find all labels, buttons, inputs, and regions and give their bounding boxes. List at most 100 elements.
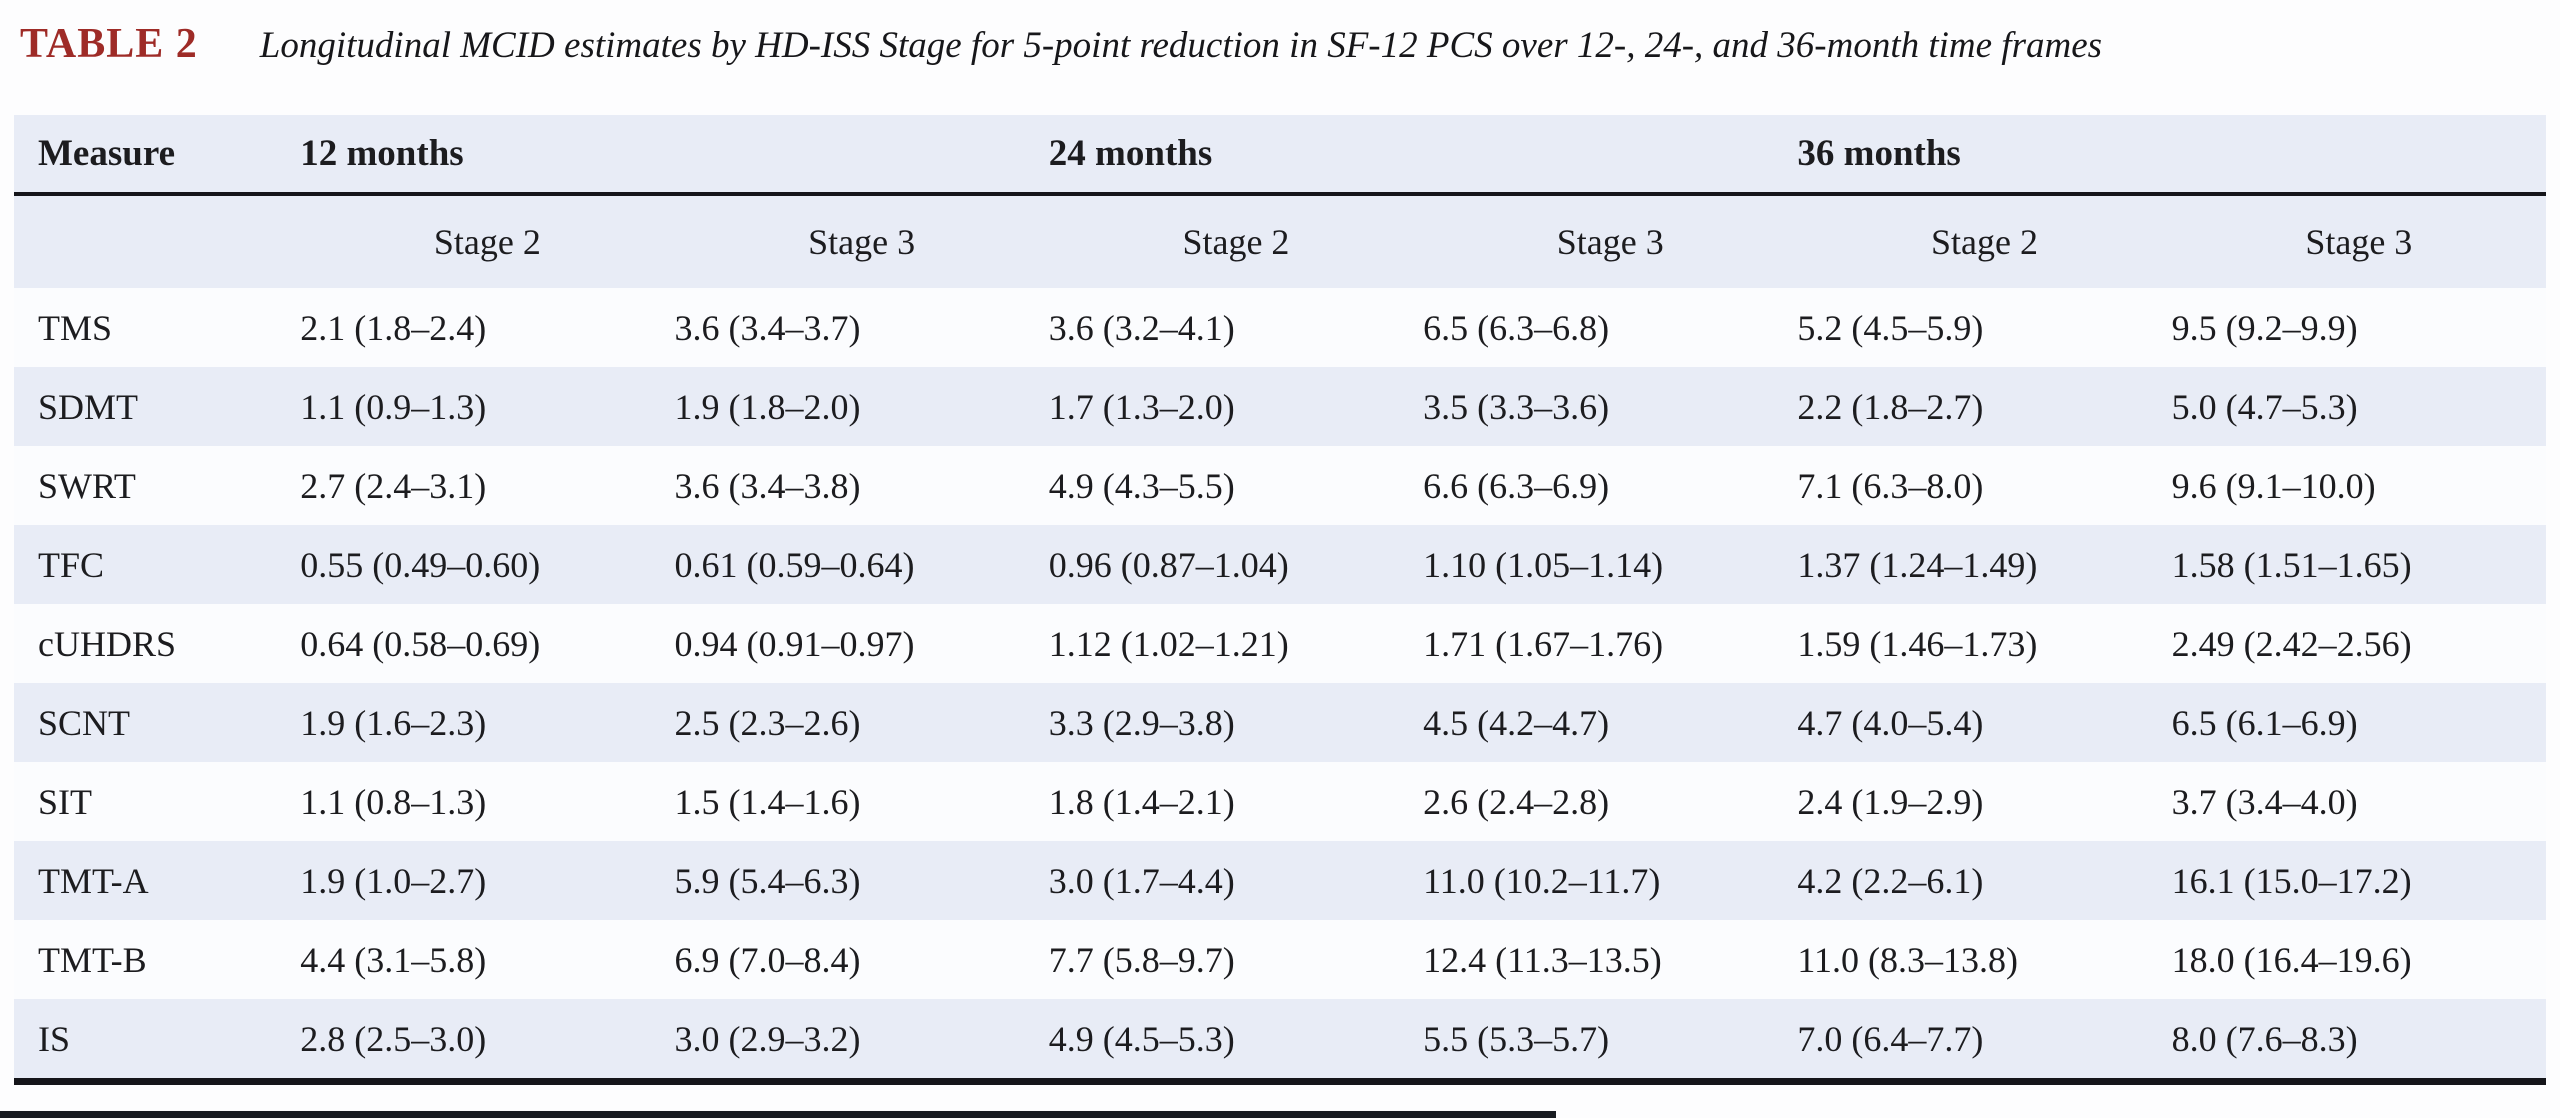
estimate-cell: 1.1 (0.9–1.3)	[300, 386, 487, 427]
estimate-cell: 1.9 (1.0–2.7)	[300, 860, 487, 901]
cropped-bottom-rule	[0, 1111, 1556, 1118]
measure-cell: TMS	[38, 307, 113, 348]
measure-cell: cUHDRS	[38, 623, 177, 664]
estimate-cell: 2.2 (1.8–2.7)	[1797, 386, 1984, 427]
estimate-cell: 4.7 (4.0–5.4)	[1797, 702, 1984, 743]
estimate-cell: 1.1 (0.8–1.3)	[300, 781, 487, 822]
estimate-cell: 6.9 (7.0–8.4)	[674, 939, 861, 980]
month-header-row: Measure 12 months 24 months 36 months	[14, 115, 2546, 196]
estimate-cell: 18.0 (16.4–19.6)	[2171, 939, 2412, 980]
table-row: TMT-A 1.9 (1.0–2.7) 5.9 (5.4–6.3) 3.0 (1.7–…	[14, 841, 2546, 920]
group-header-36-months: 36 months	[1797, 115, 2546, 196]
measure-cell: SWRT	[38, 465, 136, 506]
estimate-cell: 3.6 (3.4–3.8)	[674, 465, 861, 506]
estimate-cell: 1.8 (1.4–2.1)	[1048, 781, 1235, 822]
table-row: SIT 1.1 (0.8–1.3) 1.5 (1.4–1.6) 1.8 (1.4–2.…	[14, 762, 2546, 841]
estimate-cell: 2.5 (2.3–2.6)	[674, 702, 861, 743]
estimate-cell: 1.9 (1.6–2.3)	[300, 702, 487, 743]
estimate-cell: 4.9 (4.5–5.3)	[1048, 1018, 1235, 1059]
table-row: TFC 0.55 (0.49–0.60) 0.61 (0.59–0.64) 0.96 …	[14, 525, 2546, 604]
estimate-cell: 1.5 (1.4–1.6)	[674, 781, 861, 822]
estimate-cell: 4.5 (4.2–4.7)	[1423, 702, 1610, 743]
estimate-cell: 7.0 (6.4–7.7)	[1797, 1018, 1984, 1059]
mcid-estimates-table: Measure 12 months 24 months 36 months St…	[14, 115, 2546, 1085]
estimate-cell: 16.1 (15.0–17.2)	[2171, 860, 2412, 901]
estimate-cell: 3.7 (3.4–4.0)	[2171, 781, 2358, 822]
measure-cell: SIT	[38, 781, 92, 822]
table-label: TABLE 2	[20, 21, 198, 67]
table-row: cUHDRS 0.64 (0.58–0.69) 0.94 (0.91–0.97) 1.…	[14, 604, 2546, 683]
table-row: SWRT 2.7 (2.4–3.1) 3.6 (3.4–3.8) 4.9 (4.3–5…	[14, 446, 2546, 525]
estimate-cell: 1.9 (1.8–2.0)	[674, 386, 861, 427]
estimate-cell: 4.9 (4.3–5.5)	[1048, 465, 1235, 506]
stage-header-24mo-stage3: Stage 3	[1423, 194, 1798, 288]
estimate-cell: 7.7 (5.8–9.7)	[1048, 939, 1235, 980]
table-body: TMS 2.1 (1.8–2.4) 3.6 (3.4–3.7) 3.6 (3.2–4.…	[14, 288, 2546, 1082]
stage-header-spacer	[14, 194, 301, 288]
group-header-24-months: 24 months	[1048, 115, 1798, 196]
table-caption-text: Longitudinal MCID estimates by HD-ISS St…	[259, 25, 2103, 66]
estimate-cell: 6.5 (6.1–6.9)	[2171, 702, 2358, 743]
measure-cell: TMT-B	[38, 939, 147, 980]
stage-header-12mo-stage2: Stage 2	[300, 194, 675, 288]
estimate-cell: 5.5 (5.3–5.7)	[1423, 1018, 1610, 1059]
stage-header-12mo-stage3: Stage 3	[674, 194, 1049, 288]
estimate-cell: 9.6 (9.1–10.0)	[2171, 465, 2376, 506]
table-header: Measure 12 months 24 months 36 months St…	[14, 115, 2546, 288]
estimate-cell: 3.5 (3.3–3.6)	[1423, 386, 1610, 427]
estimate-cell: 0.94 (0.91–0.97)	[674, 623, 915, 664]
estimate-cell: 3.6 (3.4–3.7)	[674, 307, 861, 348]
estimate-cell: 11.0 (10.2–11.7)	[1423, 860, 1661, 901]
estimate-cell: 0.64 (0.58–0.69)	[300, 623, 541, 664]
estimate-cell: 1.59 (1.46–1.73)	[1797, 623, 2038, 664]
estimate-cell: 9.5 (9.2–9.9)	[2171, 307, 2358, 348]
estimate-cell: 4.4 (3.1–5.8)	[300, 939, 487, 980]
estimate-cell: 1.10 (1.05–1.14)	[1423, 544, 1664, 585]
table-row: SDMT 1.1 (0.9–1.3) 1.9 (1.8–2.0) 1.7 (1.3–2…	[14, 367, 2546, 446]
estimate-cell: 5.0 (4.7–5.3)	[2171, 386, 2358, 427]
measure-cell: IS	[38, 1018, 71, 1059]
estimate-cell: 2.49 (2.42–2.56)	[2171, 623, 2412, 664]
estimate-cell: 1.71 (1.67–1.76)	[1423, 623, 1664, 664]
estimate-cell: 5.9 (5.4–6.3)	[674, 860, 861, 901]
measure-column-header: Measure	[14, 115, 301, 196]
estimate-cell: 5.2 (4.5–5.9)	[1797, 307, 1984, 348]
estimate-cell: 1.37 (1.24–1.49)	[1797, 544, 2038, 585]
measure-cell: SCNT	[38, 702, 131, 743]
estimate-cell: 1.58 (1.51–1.65)	[2171, 544, 2412, 585]
table-row: TMT-B 4.4 (3.1–5.8) 6.9 (7.0–8.4) 7.7 (5.8–…	[14, 920, 2546, 999]
estimate-cell: 2.7 (2.4–3.1)	[300, 465, 487, 506]
measure-cell: TMT-A	[38, 860, 149, 901]
estimate-cell: 7.1 (6.3–8.0)	[1797, 465, 1984, 506]
estimate-cell: 2.4 (1.9–2.9)	[1797, 781, 1984, 822]
stage-header-36mo-stage3: Stage 3	[2171, 194, 2546, 288]
estimate-cell: 3.3 (2.9–3.8)	[1048, 702, 1235, 743]
estimate-cell: 3.0 (1.7–4.4)	[1048, 860, 1235, 901]
stage-header-24mo-stage2: Stage 2	[1048, 194, 1424, 288]
estimate-cell: 1.12 (1.02–1.21)	[1048, 623, 1289, 664]
estimate-cell: 1.7 (1.3–2.0)	[1048, 386, 1235, 427]
estimate-cell: 2.6 (2.4–2.8)	[1423, 781, 1610, 822]
estimate-cell: 6.5 (6.3–6.8)	[1423, 307, 1610, 348]
stage-header-36mo-stage2: Stage 2	[1797, 194, 2172, 288]
table-row: SCNT 1.9 (1.6–2.3) 2.5 (2.3–2.6) 3.3 (2.9–3…	[14, 683, 2546, 762]
table-row: TMS 2.1 (1.8–2.4) 3.6 (3.4–3.7) 3.6 (3.2–4.…	[14, 288, 2546, 367]
estimate-cell: 0.61 (0.59–0.64)	[674, 544, 915, 585]
group-header-12-months: 12 months	[300, 115, 1049, 196]
stage-header-row: Stage 2 Stage 3 Stage 2 Stage 3 Stage 2 …	[14, 194, 2546, 288]
estimate-cell: 0.55 (0.49–0.60)	[300, 544, 541, 585]
measure-cell: SDMT	[38, 386, 139, 427]
estimate-cell: 6.6 (6.3–6.9)	[1423, 465, 1610, 506]
estimate-cell: 3.0 (2.9–3.2)	[674, 1018, 861, 1059]
table-row: IS 2.8 (2.5–3.0) 3.0 (2.9–3.2) 4.9 (4.5–5.3…	[14, 999, 2546, 1082]
estimate-cell: 12.4 (11.3–13.5)	[1423, 939, 1662, 980]
table-caption-row: TABLE 2 Longitudinal MCID estimates by H…	[20, 20, 2540, 68]
estimate-cell: 0.96 (0.87–1.04)	[1048, 544, 1289, 585]
estimate-cell: 11.0 (8.3–13.8)	[1797, 939, 2019, 980]
estimate-cell: 8.0 (7.6–8.3)	[2171, 1018, 2358, 1059]
measure-cell: TFC	[38, 544, 105, 585]
estimate-cell: 2.1 (1.8–2.4)	[300, 307, 487, 348]
estimate-cell: 2.8 (2.5–3.0)	[300, 1018, 487, 1059]
estimate-cell: 4.2 (2.2–6.1)	[1797, 860, 1984, 901]
estimate-cell: 3.6 (3.2–4.1)	[1048, 307, 1235, 348]
